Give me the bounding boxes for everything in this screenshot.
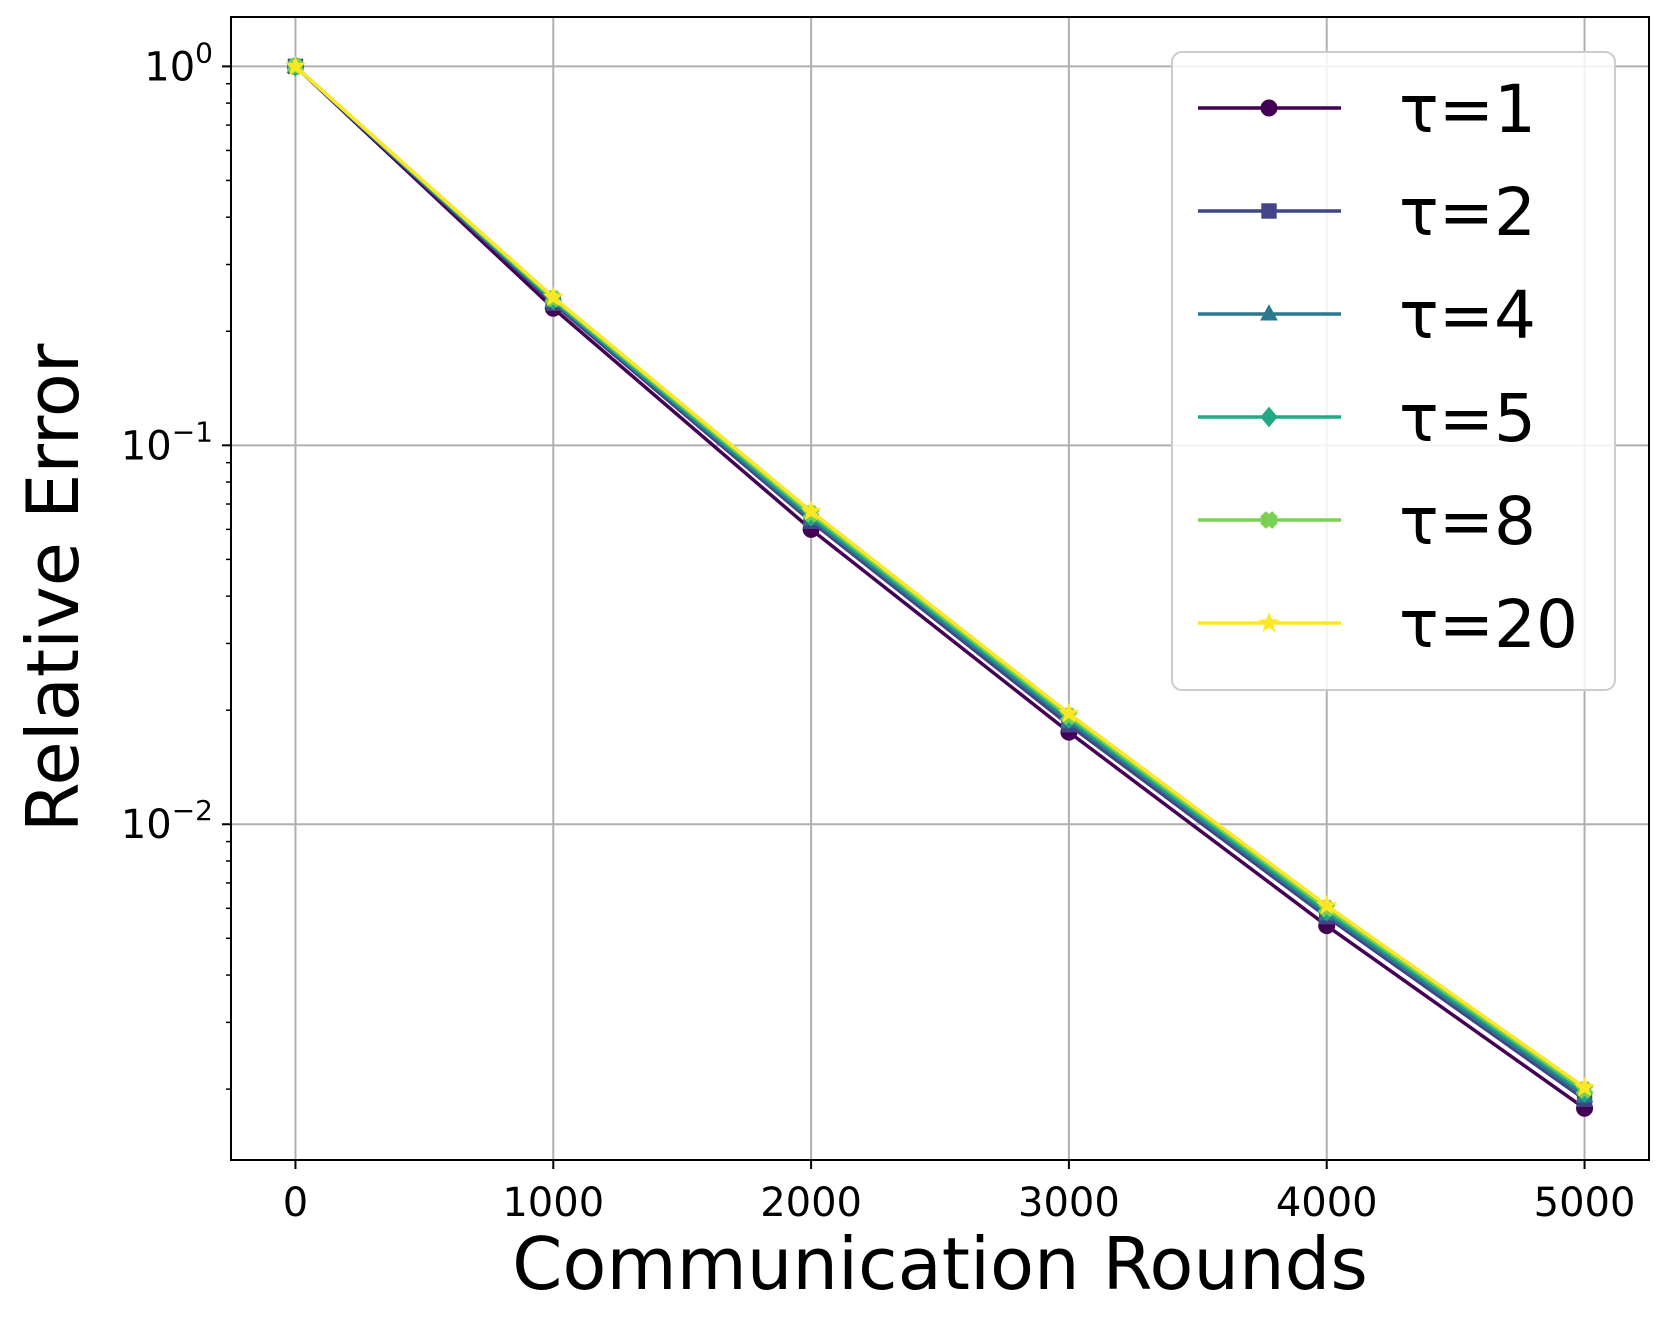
plot-frame bbox=[230, 16, 1650, 1161]
legend-label: τ=5 bbox=[1399, 380, 1536, 457]
legend-item: τ=1 bbox=[1198, 71, 1536, 148]
legend-item: τ=4 bbox=[1198, 277, 1536, 354]
y-axis: 100 10−1 10−2 bbox=[121, 36, 231, 1090]
legend-label: τ=20 bbox=[1399, 586, 1578, 663]
data-point bbox=[1316, 894, 1338, 915]
legend-marker bbox=[1260, 511, 1278, 529]
legend-item: τ=5 bbox=[1198, 380, 1536, 457]
data-point bbox=[800, 500, 822, 521]
legend-item: τ=2 bbox=[1198, 174, 1536, 251]
x-tick-label: 1000 bbox=[502, 1180, 604, 1226]
series-line bbox=[294, 65, 1586, 1089]
x-tick-label: 2000 bbox=[760, 1180, 862, 1226]
x-axis-title: Communication Rounds bbox=[512, 1222, 1368, 1306]
legend-marker bbox=[1260, 406, 1278, 428]
y-tick-label: 10−2 bbox=[121, 794, 213, 848]
legend-label: τ=1 bbox=[1399, 71, 1536, 148]
x-tick-label: 4000 bbox=[1276, 1180, 1378, 1226]
legend-item: τ=8 bbox=[1198, 483, 1536, 560]
x-tick-label: 3000 bbox=[1018, 1180, 1120, 1226]
x-tick-label: 5000 bbox=[1534, 1180, 1636, 1226]
legend-marker bbox=[1260, 304, 1278, 321]
y-tick-label: 100 bbox=[144, 36, 213, 90]
y-axis-title: Relative Error bbox=[11, 343, 95, 832]
legend-label: τ=2 bbox=[1399, 174, 1536, 251]
legend-marker bbox=[1260, 99, 1278, 117]
data-point bbox=[284, 55, 306, 76]
data-point bbox=[1574, 1076, 1596, 1097]
series-layer bbox=[284, 55, 1596, 1117]
series-line bbox=[294, 65, 1586, 1110]
legend-label: τ=8 bbox=[1399, 483, 1536, 560]
x-tick-label: 0 bbox=[283, 1180, 308, 1226]
y-tick-label: 10−1 bbox=[121, 415, 213, 469]
legend-marker bbox=[1261, 203, 1277, 219]
legend-item: τ=20 bbox=[1198, 586, 1578, 663]
legend-marker bbox=[1258, 611, 1280, 632]
legend: τ=1 τ=2 τ=4 τ=5 τ=8 τ=20 bbox=[1171, 51, 1616, 691]
x-axis: 0 1000 2000 3000 4000 5000 bbox=[283, 1160, 1636, 1226]
legend-label: τ=4 bbox=[1399, 277, 1536, 354]
series-6 bbox=[284, 55, 1596, 1097]
data-point bbox=[542, 286, 564, 307]
data-point bbox=[1058, 702, 1080, 723]
